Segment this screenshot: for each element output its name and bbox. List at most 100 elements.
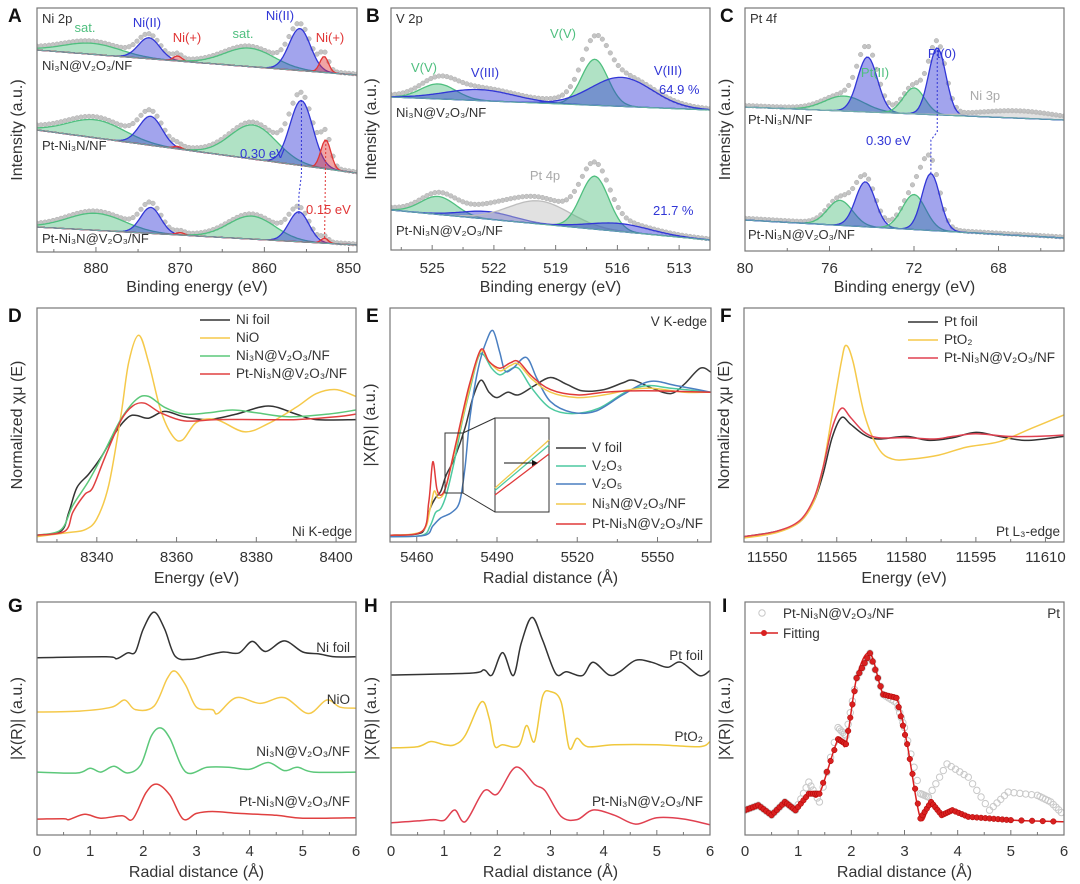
component-fill — [391, 83, 710, 110]
data-point — [599, 36, 605, 42]
data-point — [939, 766, 948, 775]
component-fill — [391, 89, 710, 110]
fit-point — [866, 650, 873, 657]
x-tick-label: 522 — [481, 260, 506, 277]
x-tick-label: 6 — [1060, 843, 1068, 860]
x-axis-title: Energy (eV) — [861, 570, 946, 587]
fit-point — [914, 800, 921, 807]
data-point — [854, 63, 860, 69]
panel-letter: G — [8, 596, 23, 617]
annotation-label: 21.7 % — [653, 203, 694, 218]
data-point — [130, 42, 136, 48]
background-line — [745, 106, 1064, 121]
plot-frame — [36, 307, 357, 543]
data-point — [286, 211, 292, 217]
fit-point — [909, 770, 916, 777]
spectrum-region-label: V 2p — [396, 11, 423, 26]
spectrum-label: Pt-Ni₃N@V₂O₃/NF — [42, 231, 149, 246]
edge-label: Pt L₃-edge — [996, 524, 1060, 539]
data-point — [928, 786, 936, 795]
spectrum-region-label: Pt 4f — [750, 11, 777, 26]
inset-box — [494, 417, 550, 513]
fit-point — [1018, 817, 1025, 824]
panel-g: G 0 1 2 3 4 5 6 Radial distance (Å) |X(R)| (a.u.)… — [8, 596, 360, 881]
data-point — [583, 46, 589, 52]
spectrum-label: Ni₃N@V₂O₃/NF — [42, 58, 132, 73]
data-point — [420, 80, 426, 86]
x-tick-label: 4 — [245, 843, 253, 860]
data-point — [607, 187, 613, 193]
data-point — [595, 32, 601, 39]
spectrum-label: Pt-Ni₃N/NF — [42, 138, 107, 153]
data-point — [615, 63, 621, 69]
data-point — [282, 216, 288, 222]
fit-point — [831, 747, 838, 754]
x-axis-title: Radial distance (Å) — [483, 568, 618, 587]
data-point — [985, 806, 994, 814]
x-tick-label: 68 — [990, 260, 1007, 277]
series-line — [37, 334, 356, 538]
legend-marker — [758, 609, 766, 617]
legend-label: PtO₂ — [944, 332, 973, 347]
data-point — [595, 161, 601, 168]
data-point — [290, 206, 296, 212]
data-point — [1010, 788, 1018, 797]
component-fill — [37, 100, 357, 173]
data-point — [298, 89, 304, 95]
data-point — [846, 190, 852, 196]
panel-h: H 0 1 2 3 4 5 6 Radial distance (Å) |X(R)| (a.u.)… — [363, 596, 714, 881]
plot-frame — [743, 307, 1065, 543]
peak-label: sat. — [75, 20, 96, 35]
fit-point — [842, 741, 850, 748]
series-line — [390, 348, 711, 537]
edge-label: Ni K-edge — [292, 524, 352, 539]
data-point — [134, 38, 140, 44]
data-point — [559, 92, 566, 98]
data-point — [154, 113, 160, 119]
data-point — [611, 196, 617, 203]
data-point — [571, 188, 577, 194]
fit-point — [816, 790, 823, 797]
data-point — [130, 215, 136, 221]
spectrum — [37, 21, 357, 77]
spectrum — [745, 38, 1064, 121]
peak-label: Ni(II) — [133, 15, 161, 30]
fit-point — [1029, 817, 1036, 824]
spectrum-label: Pt-Ni₃N/NF — [748, 112, 813, 127]
x-tick-label: 80 — [737, 260, 754, 277]
series-line — [391, 766, 710, 826]
data-point — [603, 42, 609, 49]
plot-area — [391, 616, 710, 826]
data-point — [583, 166, 589, 172]
component-fill — [37, 119, 357, 173]
annotation-label: 0.15 eV — [306, 202, 351, 217]
fit-point — [877, 683, 884, 690]
x-tick-label: 3 — [192, 843, 200, 860]
x-tick-label: 8360 — [160, 549, 193, 566]
data-point — [842, 87, 848, 93]
data-point — [607, 50, 613, 56]
data-point — [913, 776, 921, 785]
peak-label: Ni(+) — [173, 30, 202, 45]
data-point — [611, 57, 617, 63]
data-point — [126, 122, 132, 129]
x-tick-label: 0 — [33, 843, 41, 860]
legend-label: Pt foil — [944, 314, 978, 329]
data-point — [126, 44, 132, 50]
annotation-label: 64.9 % — [659, 82, 700, 97]
data-point — [917, 164, 924, 170]
x-tick-label: 2 — [847, 843, 855, 860]
panel-b: B 525 522 519 516 513 Binding energy (eV) Inten… — [363, 6, 711, 296]
data-point — [838, 90, 844, 96]
data-point — [142, 201, 148, 208]
data-point — [627, 218, 633, 224]
panel-i: I 0 1 2 3 4 5 6 Radial distance (Å) |X(R)| (a.u.)… — [717, 596, 1068, 881]
data-point — [866, 176, 872, 182]
data-point — [1004, 788, 1012, 796]
annotation-label: 0.30 eV — [240, 146, 285, 161]
data-point — [134, 211, 140, 217]
plot-area — [745, 649, 1064, 825]
y-axis-title: |X(R)| (a.u.) — [362, 384, 379, 467]
data-point — [1049, 800, 1058, 809]
